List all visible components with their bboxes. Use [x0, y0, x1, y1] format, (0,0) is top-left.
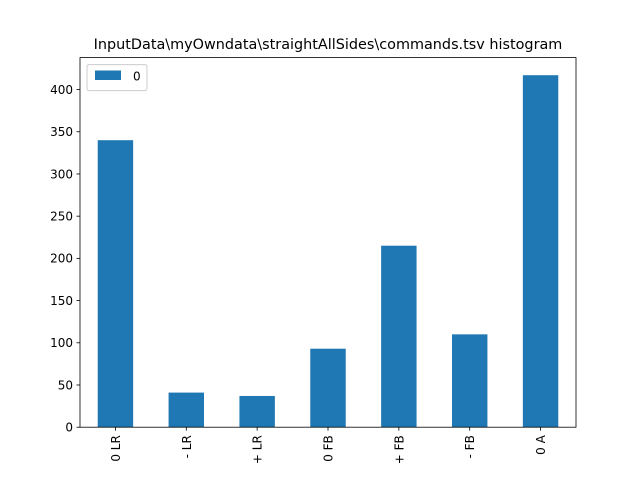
bar	[239, 395, 275, 428]
legend-swatch	[95, 70, 121, 80]
bar	[452, 334, 488, 428]
x-tick-label: + LR	[251, 435, 265, 464]
x-tick-label: 0 A	[534, 434, 548, 454]
legend-label: 0	[133, 70, 141, 84]
bar	[168, 392, 204, 428]
y-tick-label: 150	[50, 294, 73, 308]
x-tick-label: 0 FB	[322, 435, 336, 462]
y-tick-label: 200	[50, 252, 73, 266]
y-tick-label: 50	[58, 378, 73, 392]
x-tick-label: - LR	[180, 435, 194, 458]
y-tick-label: 350	[50, 125, 73, 139]
bar	[381, 245, 417, 428]
y-tick-label: 400	[50, 83, 73, 97]
legend: 0	[86, 64, 148, 92]
bar	[97, 140, 134, 428]
x-tick-label: + FB	[392, 435, 406, 464]
bar	[310, 348, 346, 428]
plot-frame	[79, 57, 577, 428]
y-tick-label: 100	[50, 336, 73, 350]
y-tick-label: 0	[65, 421, 73, 435]
chart-title: InputData\myOwndata\straightAllSides\com…	[94, 37, 563, 53]
y-axis: 0 50 100 150 200 250 300 350 400	[50, 83, 80, 435]
x-tick-label: 0 LR	[109, 435, 123, 461]
bars-group	[97, 75, 559, 428]
y-tick-label: 250	[50, 209, 73, 223]
bar	[522, 75, 559, 428]
x-axis: 0 LR - LR + LR 0 FB + FB - FB 0 A	[109, 427, 548, 464]
y-tick-label: 300	[50, 167, 73, 181]
x-tick-label: - FB	[463, 435, 477, 458]
